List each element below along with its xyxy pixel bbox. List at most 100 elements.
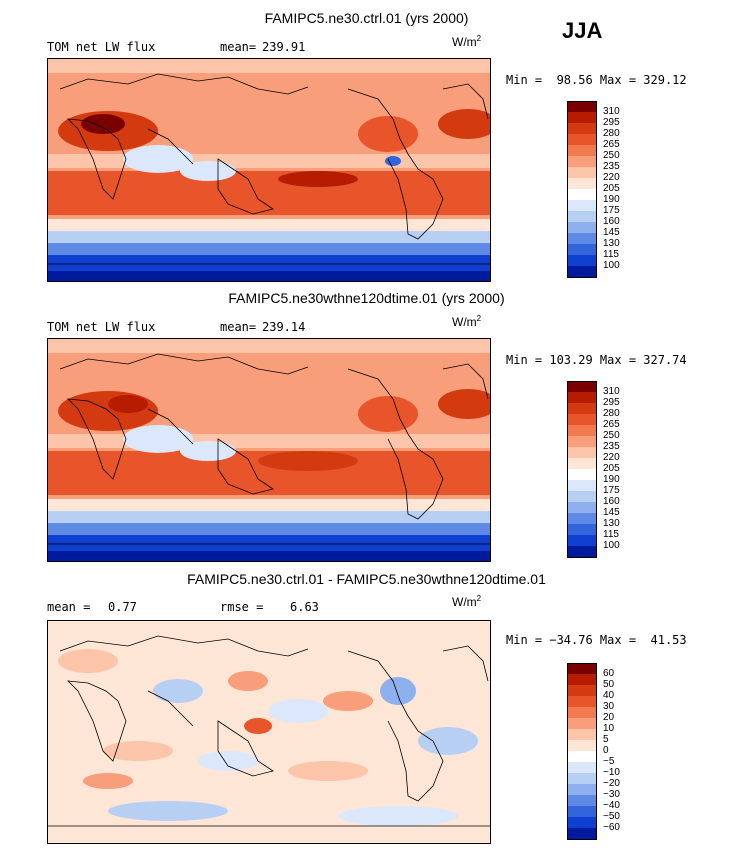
colorbar-swatch bbox=[567, 255, 597, 266]
colorbar-swatch bbox=[567, 233, 597, 244]
colorbar-label: 280 bbox=[603, 128, 620, 139]
panel2-minmax: Min = 103.29 Max = 327.74 bbox=[506, 353, 687, 367]
panel1-colorbar: 310 295 280 265 250 235 220 205 190 175 160 145 130 1… bbox=[567, 101, 647, 278]
colorbar-swatch bbox=[567, 674, 597, 685]
colorbar-label: 50 bbox=[603, 679, 615, 690]
panel1-title: FAMIPC5.ne30.ctrl.01 (yrs 2000) bbox=[264, 10, 469, 26]
colorbar-swatch bbox=[567, 156, 597, 167]
colorbar-swatch bbox=[567, 524, 597, 535]
colorbar-swatch bbox=[567, 392, 597, 403]
colorbar-swatch bbox=[567, 167, 597, 178]
colorbar-swatch bbox=[567, 425, 597, 436]
colorbar-label: 5 bbox=[603, 734, 609, 745]
colorbar-swatch bbox=[567, 145, 597, 156]
colorbar-label: 0 bbox=[603, 745, 609, 756]
panel3-title: FAMIPC5.ne30.ctrl.01 - FAMIPC5.ne30wthne… bbox=[187, 571, 546, 587]
colorbar-label: 265 bbox=[603, 419, 620, 430]
panel1-units: W/m2 bbox=[452, 34, 482, 49]
panel2-variable-label: TOM net LW flux bbox=[47, 320, 156, 334]
colorbar-swatch bbox=[567, 189, 597, 200]
panel1-map bbox=[47, 58, 491, 282]
panel3-minmax: Min = −34.76 Max = 41.53 bbox=[506, 633, 687, 647]
colorbar-label: 145 bbox=[603, 507, 620, 518]
panel2-units: W/m2 bbox=[452, 314, 482, 329]
colorbar-label: 10 bbox=[603, 723, 615, 734]
colorbar-label: 130 bbox=[603, 518, 620, 529]
panel3-rmse-label: rmse = bbox=[220, 600, 264, 614]
panel2-title: FAMIPC5.ne30wthne120dtime.01 (yrs 2000) bbox=[228, 290, 505, 306]
colorbar-swatch bbox=[567, 178, 597, 189]
panel2-map bbox=[47, 338, 491, 562]
colorbar-swatch bbox=[567, 729, 597, 740]
panel1-mean-label: mean= bbox=[220, 40, 257, 54]
panel3-mean-value: 0.77 bbox=[108, 600, 137, 614]
colorbar-label: 235 bbox=[603, 441, 620, 452]
colorbar-label: 160 bbox=[603, 496, 620, 507]
colorbar-swatch bbox=[567, 707, 597, 718]
colorbar-swatch bbox=[567, 211, 597, 222]
colorbar-label: 205 bbox=[603, 463, 620, 474]
colorbar-swatch bbox=[567, 740, 597, 751]
colorbar-swatch bbox=[567, 696, 597, 707]
colorbar-swatch bbox=[567, 491, 597, 502]
colorbar-swatch bbox=[567, 447, 597, 458]
colorbar-swatch bbox=[567, 112, 597, 123]
colorbar-label: −60 bbox=[603, 822, 620, 833]
panel3-map bbox=[47, 620, 491, 844]
colorbar-label: −5 bbox=[603, 756, 615, 767]
panel1-map-svg bbox=[48, 59, 490, 281]
panel1-minmax: Min = 98.56 Max = 329.12 bbox=[506, 73, 687, 87]
colorbar-label: 20 bbox=[603, 712, 615, 723]
colorbar-label: 250 bbox=[603, 150, 620, 161]
colorbar-swatch bbox=[567, 817, 597, 828]
colorbar-swatch bbox=[567, 762, 597, 773]
panel1-mean-value: 239.91 bbox=[262, 40, 306, 54]
colorbar-swatch bbox=[567, 403, 597, 414]
colorbar-label: 190 bbox=[603, 194, 620, 205]
colorbar-label: 190 bbox=[603, 474, 620, 485]
colorbar-swatch bbox=[567, 123, 597, 134]
colorbar-label: 160 bbox=[603, 216, 620, 227]
colorbar-swatch bbox=[567, 436, 597, 447]
colorbar-label: 175 bbox=[603, 205, 620, 216]
colorbar-swatch bbox=[567, 134, 597, 145]
colorbar-label: 220 bbox=[603, 172, 620, 183]
colorbar-swatch bbox=[567, 663, 597, 675]
panel3-mean-label: mean = bbox=[47, 600, 91, 614]
season-label: JJA bbox=[562, 18, 603, 43]
colorbar-swatch bbox=[567, 266, 597, 278]
colorbar-label: 235 bbox=[603, 161, 620, 172]
colorbar-label: 115 bbox=[603, 529, 619, 540]
panel1-variable-label: TOM net LW flux bbox=[47, 40, 156, 54]
colorbar-label: 100 bbox=[603, 260, 620, 271]
colorbar-label: 130 bbox=[603, 238, 620, 249]
colorbar-swatch bbox=[567, 806, 597, 817]
colorbar-swatch bbox=[567, 222, 597, 233]
panel2-mean-value: 239.14 bbox=[262, 320, 306, 334]
panel2-mean-label: mean= bbox=[220, 320, 257, 334]
colorbar-label: 265 bbox=[603, 139, 620, 150]
colorbar-label: 205 bbox=[603, 183, 620, 194]
panel3-units: W/m2 bbox=[452, 594, 482, 609]
colorbar-label: −10 bbox=[603, 767, 620, 778]
panel3-colorbar: 60 50 40 30 20 10 5 0 −5 −10 −20 −30 −40 −50 −60 bbox=[567, 663, 647, 840]
colorbar-label: −20 bbox=[603, 778, 620, 789]
colorbar-label: 250 bbox=[603, 430, 620, 441]
colorbar-label: 295 bbox=[603, 117, 620, 128]
colorbar-label: 145 bbox=[603, 227, 620, 238]
colorbar-label: 100 bbox=[603, 540, 620, 551]
colorbar-swatch bbox=[567, 535, 597, 546]
colorbar-swatch bbox=[567, 101, 597, 113]
colorbar-label: 280 bbox=[603, 408, 620, 419]
colorbar-label: 60 bbox=[603, 668, 615, 679]
colorbar-swatch bbox=[567, 685, 597, 696]
colorbar-swatch bbox=[567, 502, 597, 513]
colorbar-swatch bbox=[567, 513, 597, 524]
colorbar-swatch bbox=[567, 718, 597, 729]
colorbar-swatch bbox=[567, 469, 597, 480]
colorbar-swatch bbox=[567, 828, 597, 840]
colorbar-swatch bbox=[567, 784, 597, 795]
colorbar-swatch bbox=[567, 546, 597, 558]
colorbar-label: 295 bbox=[603, 397, 620, 408]
colorbar-swatch bbox=[567, 795, 597, 806]
